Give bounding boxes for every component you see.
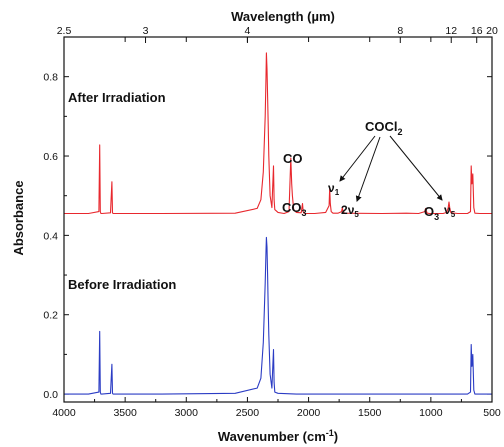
y-tick-label: 0.6 bbox=[43, 151, 58, 163]
y-axis-title: Absorbance bbox=[11, 180, 26, 255]
x-tick-label: 2500 bbox=[236, 407, 260, 419]
plot-frame bbox=[63, 36, 493, 403]
x-tick-label: 3000 bbox=[175, 407, 199, 419]
x-axis-title: Wavenumber (cm-1) bbox=[218, 428, 338, 444]
series-group bbox=[64, 52, 492, 395]
x2-axis-title: Wavelength (µm) bbox=[231, 9, 335, 24]
x-axis-title-close: ) bbox=[334, 429, 338, 444]
o3-label: O3 bbox=[424, 204, 439, 222]
co3-sub: 3 bbox=[302, 208, 307, 218]
x-tick-label: 4000 bbox=[52, 407, 76, 419]
y-tick-label: 0.2 bbox=[43, 310, 58, 322]
two-nu5-label: 2ν5 bbox=[341, 203, 359, 219]
x-tick-label: 2000 bbox=[297, 407, 321, 419]
arrow-to-nu1 bbox=[339, 135, 376, 182]
x2-tick-label: 3 bbox=[143, 25, 149, 37]
tick-group: 4000 3500 3000 2500 2000 1500 1000 500 0.0 0.2 0.4… bbox=[43, 25, 501, 419]
y-tick-label: 0.8 bbox=[43, 72, 58, 84]
x-tick-label: 3500 bbox=[113, 407, 137, 419]
x2-tick-label: 8 bbox=[397, 25, 403, 37]
nu1-sub: 1 bbox=[335, 188, 340, 197]
y-tick-label: 0.4 bbox=[43, 230, 58, 242]
x-tick-label: 500 bbox=[483, 407, 501, 419]
before-irradiation-label: Before Irradiation bbox=[68, 277, 176, 292]
y-tick-label: 0.0 bbox=[43, 389, 58, 401]
before-irradiation-line bbox=[64, 236, 492, 395]
two-nu5-sub: 5 bbox=[354, 210, 359, 219]
x2-tick-label: 16 bbox=[471, 25, 483, 37]
x2-tick-label: 20 bbox=[486, 25, 498, 37]
nu5-label: ν5 bbox=[444, 203, 456, 219]
x2-tick-label: 2.5 bbox=[57, 25, 72, 37]
x-tick-label: 1500 bbox=[358, 407, 382, 419]
co3-label: CO3 bbox=[282, 200, 307, 218]
after-irradiation-label: After Irradiation bbox=[68, 90, 166, 105]
x-axis-title-sup: -1 bbox=[326, 428, 334, 438]
two-nu5-nu: ν bbox=[348, 203, 355, 217]
cocl2-label: COCl2 bbox=[365, 119, 403, 137]
x2-tick-label: 4 bbox=[245, 25, 251, 37]
o3-sub: 3 bbox=[434, 212, 439, 222]
after-irradiation-line bbox=[64, 52, 492, 215]
arrow-to-nu5 bbox=[389, 135, 443, 201]
nu1-label: ν1 bbox=[328, 181, 340, 197]
x2-tick-label: 12 bbox=[445, 25, 457, 37]
cocl2-sub: 2 bbox=[398, 127, 403, 137]
co-label: CO bbox=[283, 151, 303, 166]
x-tick-label: 1000 bbox=[419, 407, 443, 419]
arrow-to-2nu5 bbox=[355, 136, 381, 202]
nu5-sub: 5 bbox=[451, 210, 456, 219]
